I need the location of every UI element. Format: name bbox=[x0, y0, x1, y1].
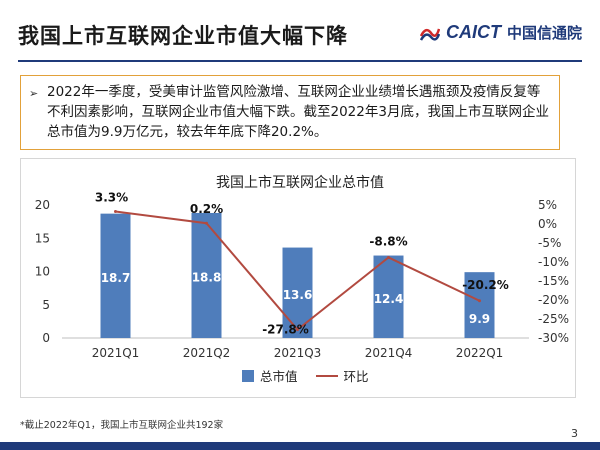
footnote: *截止2022年Q1，我国上市互联网企业共192家 bbox=[20, 420, 224, 431]
left-axis-tick-label: 15 bbox=[35, 231, 50, 245]
logo-text-en: CAICT bbox=[445, 22, 501, 42]
bar-value-label: 18.7 bbox=[101, 271, 131, 285]
bar-value-label: 12.4 bbox=[374, 292, 404, 306]
logo-wave-icon bbox=[419, 28, 440, 41]
summary-text: 2022年一季度，受美审计监管风险激增、互联网企业业绩增长遇瓶颈及疫情反复等不利… bbox=[47, 84, 549, 140]
arrow-bullet-icon: ➢ bbox=[29, 87, 39, 100]
summary-box: ➢ 2022年一季度，受美审计监管风险激增、互联网企业业绩增长遇瓶颈及疫情反复等… bbox=[20, 75, 560, 150]
qoq-value-label: -27.8% bbox=[262, 323, 309, 337]
logo-text-cn: 中国信通院 bbox=[506, 24, 582, 42]
legend-item-qoq: 环比 bbox=[315, 366, 369, 385]
page-number: 3 bbox=[571, 427, 578, 440]
right-axis-tick-label: 5% bbox=[538, 198, 557, 212]
right-axis-tick-label: -30% bbox=[538, 331, 569, 345]
legend-label-market-cap: 总市值 bbox=[260, 369, 298, 384]
right-axis-tick-label: -10% bbox=[538, 255, 569, 269]
bottom-bar bbox=[0, 442, 600, 450]
left-axis-tick-label: 0 bbox=[42, 331, 50, 345]
left-axis-tick-label: 10 bbox=[35, 265, 50, 279]
x-axis-tick-label: 2021Q4 bbox=[365, 346, 413, 360]
legend-bar-swatch bbox=[242, 369, 254, 382]
right-axis-tick-label: -5% bbox=[538, 236, 561, 250]
right-axis-tick-label: 0% bbox=[538, 217, 557, 231]
x-axis-tick-label: 2022Q1 bbox=[456, 346, 504, 360]
legend-item-market-cap: 总市值 bbox=[242, 366, 298, 385]
header-divider bbox=[18, 60, 582, 62]
qoq-value-label: 3.3% bbox=[95, 190, 128, 204]
page-title: 我国上市互联网企业市值大幅下降 bbox=[18, 24, 348, 48]
x-axis-tick-label: 2021Q1 bbox=[92, 346, 140, 360]
qoq-point bbox=[205, 221, 208, 225]
qoq-point bbox=[387, 255, 390, 259]
qoq-point bbox=[478, 299, 481, 303]
bar-2022Q1 bbox=[464, 272, 495, 338]
x-axis-tick-label: 2021Q2 bbox=[183, 346, 231, 360]
chart-frame bbox=[20, 158, 576, 398]
bar-value-label: 18.8 bbox=[192, 270, 222, 284]
legend-line-swatch bbox=[315, 374, 338, 377]
right-axis-tick-label: -25% bbox=[538, 312, 569, 326]
qoq-value-label: -8.8% bbox=[369, 234, 407, 248]
right-axis-tick-label: -20% bbox=[538, 293, 569, 307]
bar-value-label: 9.9 bbox=[469, 312, 490, 326]
qoq-value-label: 0.2% bbox=[190, 202, 223, 216]
qoq-point bbox=[114, 209, 117, 213]
left-axis-tick-label: 20 bbox=[35, 198, 50, 212]
caict-logo: CAICT 中国信通院 bbox=[419, 22, 582, 43]
bar-value-label: 13.6 bbox=[283, 288, 313, 302]
qoq-value-label: -20.2% bbox=[462, 278, 509, 292]
chart-legend: 总市值 环比 bbox=[242, 366, 369, 385]
bar-2021Q1 bbox=[100, 213, 131, 338]
qoq-point bbox=[296, 328, 299, 332]
bar-2021Q4 bbox=[373, 255, 404, 338]
right-axis-tick-label: -15% bbox=[538, 274, 569, 288]
left-axis-tick-label: 5 bbox=[42, 298, 50, 312]
legend-label-qoq: 环比 bbox=[343, 369, 369, 384]
chart-title: 我国上市互联网企业总市值 bbox=[216, 175, 384, 191]
x-axis-tick-label: 2021Q3 bbox=[274, 346, 322, 360]
